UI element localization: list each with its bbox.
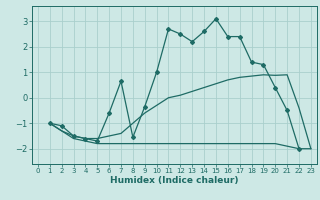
X-axis label: Humidex (Indice chaleur): Humidex (Indice chaleur) <box>110 176 239 185</box>
